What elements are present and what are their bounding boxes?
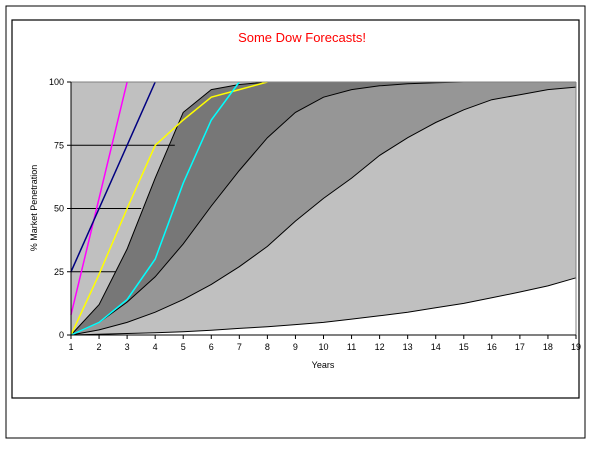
band-dark [71, 82, 576, 335]
band-curve-2 [70, 86, 577, 336]
chart-area-border [11, 19, 580, 399]
x-tick-label: 1 [68, 342, 73, 352]
y-tick-label: 75 [54, 140, 64, 150]
x-tick-label: 7 [237, 342, 242, 352]
x-tick-label: 2 [97, 342, 102, 352]
y-tick-label: 25 [54, 267, 64, 277]
forecast-line-2 [70, 81, 156, 273]
x-tick-label: 9 [293, 342, 298, 352]
x-tick-label: 18 [543, 342, 553, 352]
x-axis-label: Years [312, 360, 335, 370]
x-tick-label: 13 [403, 342, 413, 352]
forecast-line-1 [70, 81, 128, 315]
below-curve-area [71, 277, 576, 335]
outer-border [5, 5, 586, 439]
x-tick-label: 3 [125, 342, 130, 352]
band-curve-1 [70, 277, 577, 336]
band-mid [71, 82, 576, 335]
x-tick-label: 5 [181, 342, 186, 352]
x-tick-label: 8 [265, 342, 270, 352]
chart-title: Some Dow Forecasts! [238, 30, 366, 45]
x-tick-label: 14 [431, 342, 441, 352]
forecast-line-3 [70, 81, 268, 336]
x-tick-label: 19 [571, 342, 581, 352]
x-tick-label: 12 [375, 342, 385, 352]
forecast-line-4 [70, 81, 240, 336]
x-tick-label: 17 [515, 342, 525, 352]
x-tick-label: 16 [487, 342, 497, 352]
y-tick-label: 50 [54, 204, 64, 214]
y-tick-label: 0 [59, 330, 64, 340]
x-tick-label: 4 [153, 342, 158, 352]
y-tick-label: 100 [49, 77, 64, 87]
x-tick-label: 10 [318, 342, 328, 352]
x-tick-label: 11 [347, 342, 356, 352]
x-tick-label: 15 [459, 342, 469, 352]
y-axis-label: % Market Penetration [29, 165, 39, 252]
x-tick-label: 6 [209, 342, 214, 352]
